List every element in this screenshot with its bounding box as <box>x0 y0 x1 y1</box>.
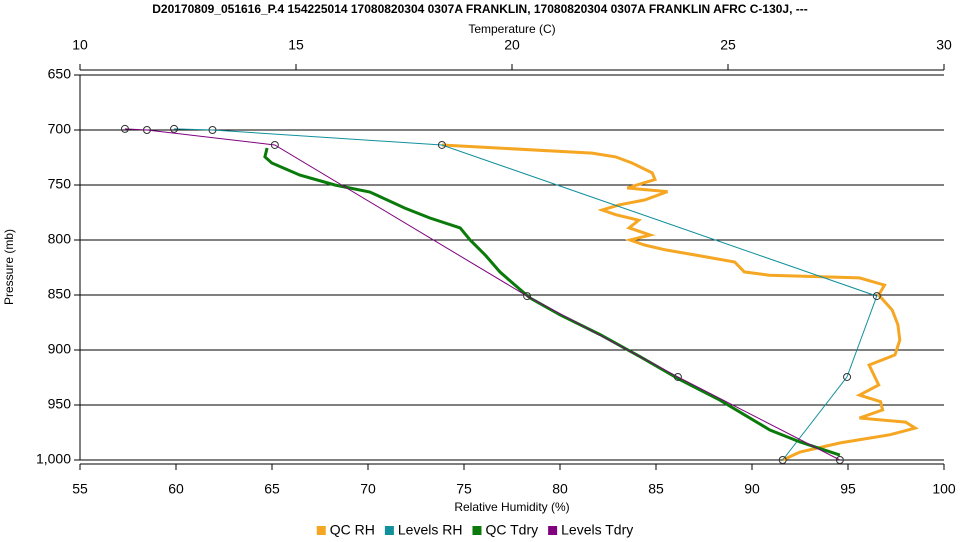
level-marker <box>835 456 844 464</box>
level-marker <box>673 372 682 381</box>
x-tick-label: 55 <box>72 481 88 497</box>
x-tick-label: 90 <box>744 481 760 497</box>
level-marker <box>208 126 217 134</box>
x-tick-label: 70 <box>360 481 376 497</box>
y-tick-label: 700 <box>48 121 72 137</box>
legend-label: QC Tdry <box>485 522 538 538</box>
x2-tick-label: 25 <box>720 37 736 53</box>
legend-swatch <box>548 526 558 535</box>
x-tick-label: 65 <box>264 481 280 497</box>
level-marker <box>843 372 852 381</box>
legend-swatch <box>316 526 326 535</box>
x-tick-label: 95 <box>840 481 856 497</box>
y-axis-label: Pressure (mb) <box>2 229 16 305</box>
x2-tick-label: 10 <box>72 37 88 53</box>
x2-tick-label: 30 <box>936 37 952 53</box>
y-tick-label: 950 <box>48 396 72 412</box>
series-line <box>174 128 878 461</box>
x-tick-label: 75 <box>456 481 472 497</box>
legend-label: Levels Tdry <box>561 522 633 538</box>
y-tick-label: 650 <box>48 66 72 82</box>
x2-axis-label: Temperature (C) <box>468 22 555 36</box>
legend-label: QC RH <box>330 522 375 538</box>
y-tick-label: 900 <box>48 341 72 357</box>
series-line <box>441 143 919 462</box>
level-marker <box>778 456 787 464</box>
x-tick-label: 60 <box>168 481 184 497</box>
level-marker <box>142 126 151 134</box>
series-line <box>124 128 841 461</box>
legend-label: Levels RH <box>398 522 463 538</box>
x2-tick-label: 20 <box>504 37 520 53</box>
level-marker <box>437 140 446 149</box>
level-marker <box>170 124 179 133</box>
chart-title: D20170809_051616_P.4 154225014 170808203… <box>152 2 808 16</box>
level-marker <box>270 140 279 149</box>
series-line <box>263 147 841 457</box>
x-tick-label: 100 <box>932 481 956 497</box>
legend-swatch <box>472 526 482 535</box>
y-tick-label: 800 <box>48 231 72 247</box>
x-tick-label: 85 <box>648 481 664 497</box>
x2-tick-label: 15 <box>288 37 304 53</box>
legend-swatch <box>384 526 394 535</box>
x-axis-label: Relative Humidity (%) <box>454 500 569 514</box>
y-tick-label: 850 <box>48 286 72 302</box>
level-marker <box>523 292 532 301</box>
level-marker <box>120 124 129 133</box>
level-marker <box>872 292 881 301</box>
y-tick-label: 1,000 <box>36 451 71 467</box>
y-tick-label: 750 <box>48 176 72 192</box>
x-tick-label: 80 <box>552 481 568 497</box>
